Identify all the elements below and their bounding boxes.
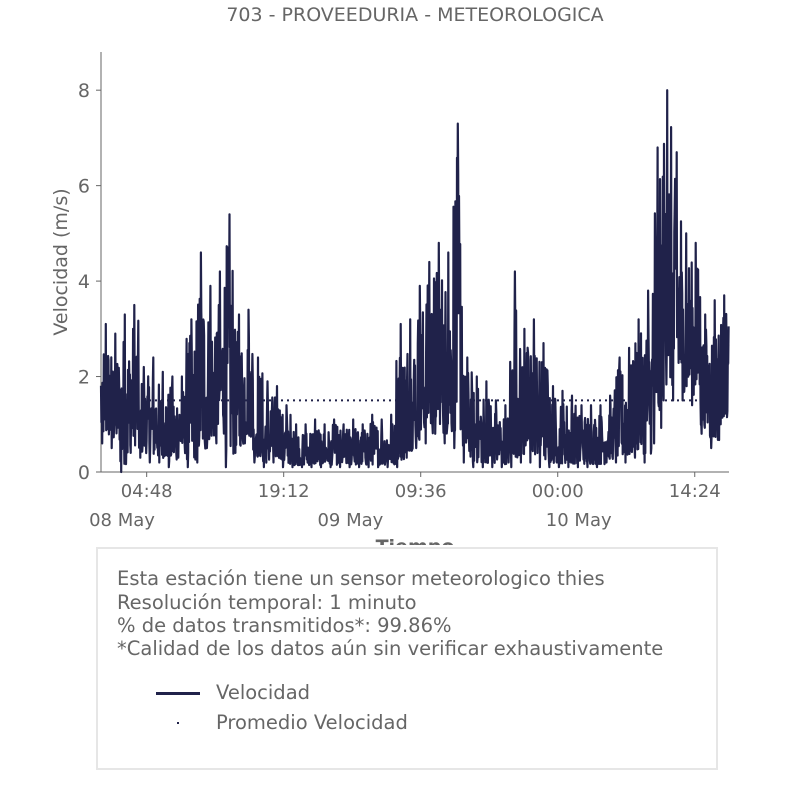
series-velocidad-line [99,89,730,474]
y-tick-label: 8 [78,80,90,102]
chart: 703 - PROVEEDURIA - METEOROLOGICA Veloci… [50,4,730,545]
x-tick-label: 04:48 [121,481,173,502]
y-tick-label: 0 [78,462,90,484]
legend-line-swatch [156,692,200,695]
x-day-label: 10 May [546,510,612,531]
x-day-label: 08 May [89,510,155,531]
info-sensor-text: Esta estación tiene un sensor meteorolog… [117,567,605,590]
legend-dot-swatch [177,722,179,724]
x-axis-label: Tiempo [376,536,455,545]
y-axis-label: Velocidad (m/s) [50,188,72,335]
info-resolution-text: Resolución temporal: 1 minuto [117,591,417,614]
x-day-label: 09 May [317,510,383,531]
x-tick-label: 00:00 [532,481,584,502]
info-quality-note: *Calidad de los datos aún sin verificar … [117,637,664,660]
chart-title: 703 - PROVEEDURIA - METEOROLOGICA [226,4,603,26]
y-tick-label: 6 [78,176,90,198]
x-tick-label: 19:12 [258,481,310,502]
info-box: Esta estación tiene un sensor meteorolog… [96,547,718,770]
x-tick-label: 09:36 [395,481,447,502]
legend-label-promedio: Promedio Velocidad [216,711,408,734]
x-tick-label: 14:24 [669,481,721,502]
y-tick-label: 4 [78,271,90,293]
plot-area: 0 2 4 6 8 04:48 19:12 09:36 00:00 14:24 08 May 09 M… [78,52,730,531]
legend-label-velocidad: Velocidad [216,681,311,704]
info-transmission-text: % de datos transmitidos*: 99.86% [117,614,452,637]
y-tick-label: 2 [78,367,90,389]
